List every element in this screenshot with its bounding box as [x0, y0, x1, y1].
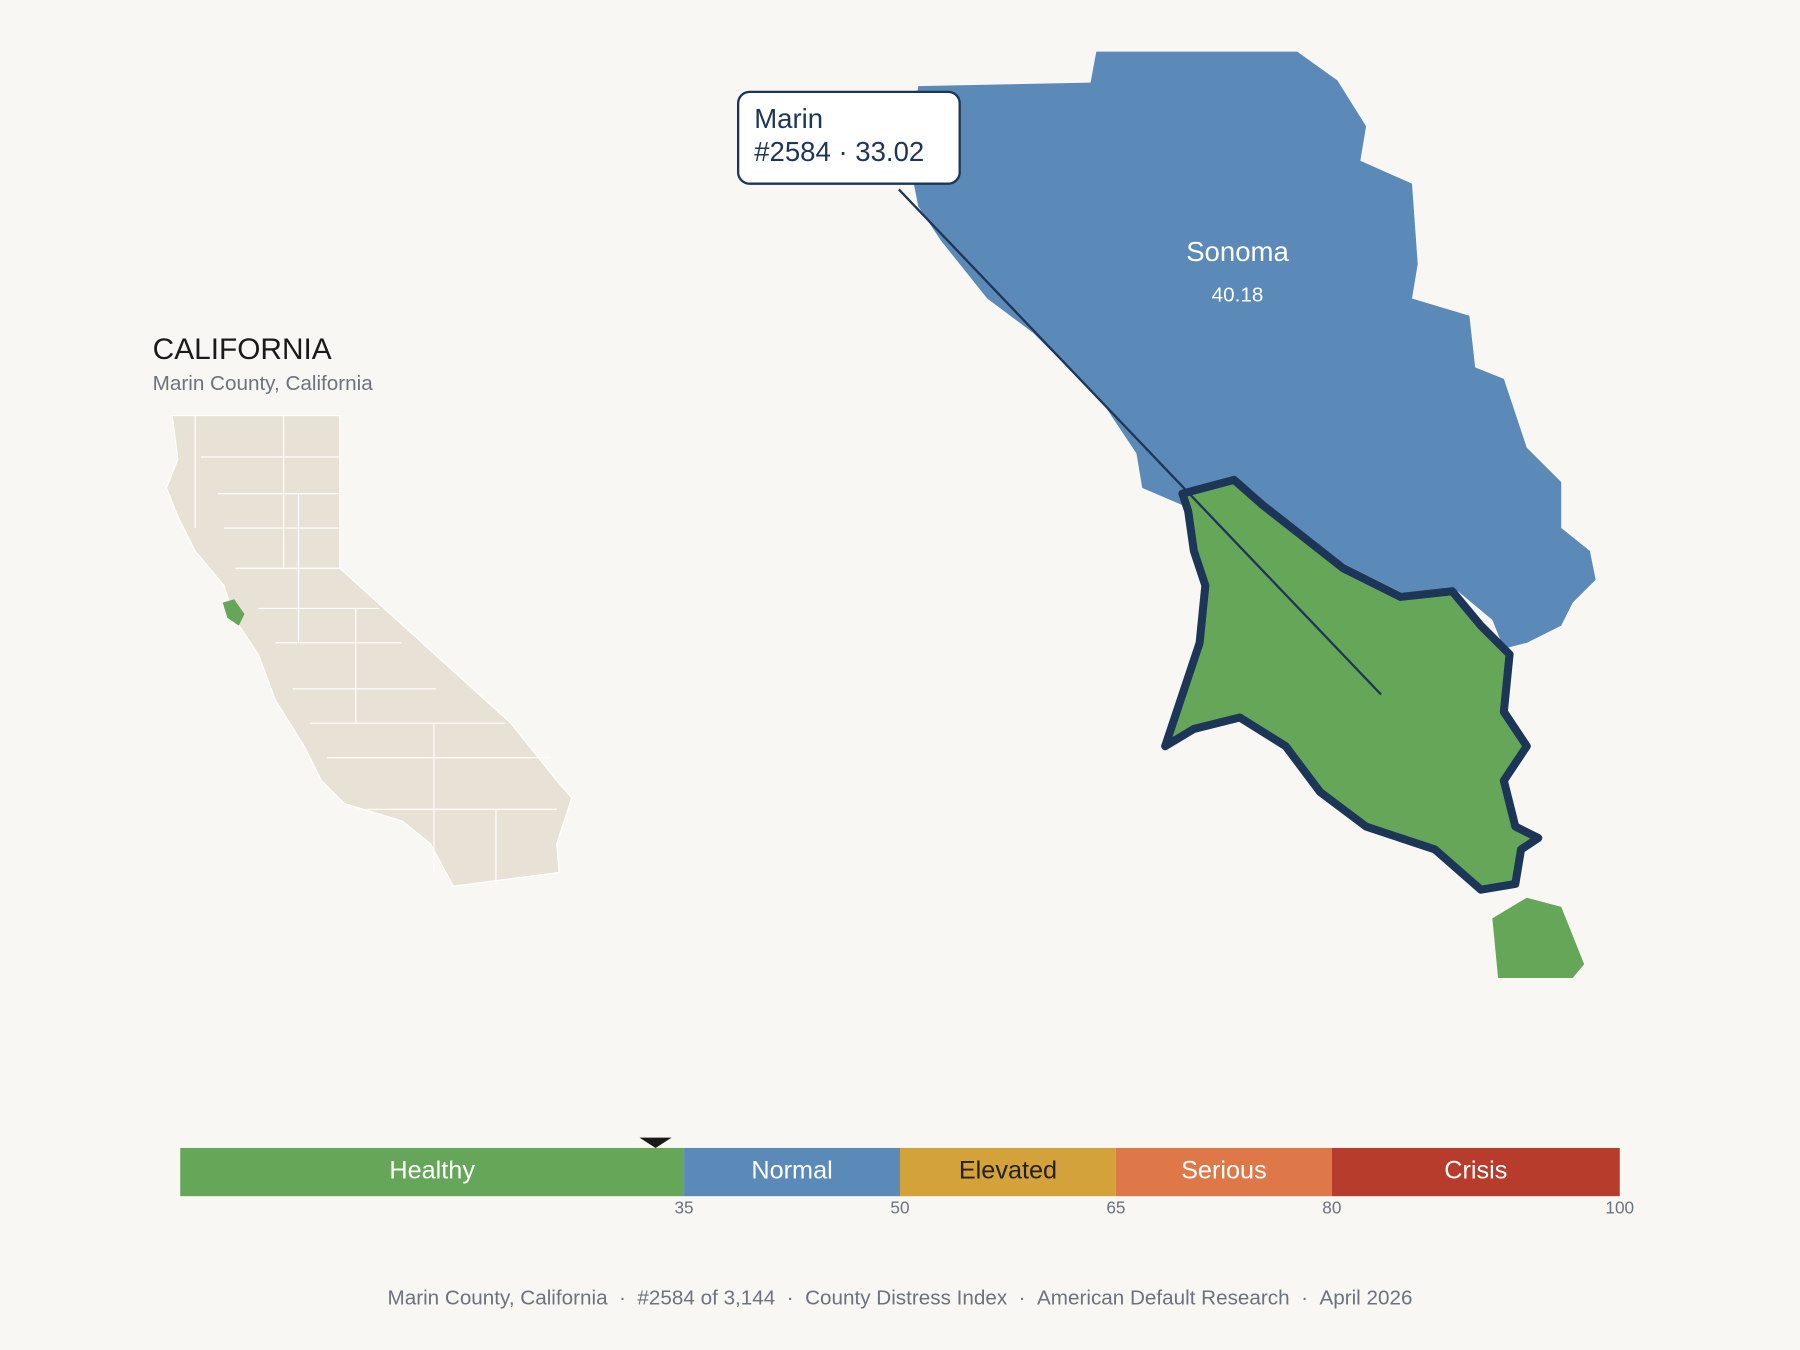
county-value: 40.18: [1212, 284, 1264, 307]
tooltip-box: [736, 90, 961, 185]
scale-band-label: Elevated: [959, 1157, 1057, 1185]
scale-tick-label: 100: [1605, 1197, 1634, 1217]
tooltip-detail: #2584 · 33.02: [754, 136, 924, 167]
distress-scale: Healthy Normal Elevated Serious Crisis 35 50 65…: [180, 1137, 1634, 1217]
footer: Marin County, California · #2584 of 3,144 ·…: [388, 1287, 1413, 1310]
scale-band: [1115, 1147, 1332, 1197]
state-subtitle: Marin County, California: [153, 372, 374, 395]
tooltip-name: Marin: [754, 103, 823, 134]
footer-item: American Default Research: [1037, 1287, 1290, 1310]
inset-highlight: [222, 599, 245, 626]
scale-band: [1331, 1147, 1620, 1197]
footer-item: County Distress Index: [805, 1287, 1008, 1310]
footer-separator: ·: [787, 1287, 794, 1310]
state-title: CALIFORNIA: [153, 333, 332, 366]
county-sonoma: [906, 51, 1596, 649]
scale-band: [684, 1147, 900, 1197]
county-neighbor: [1492, 897, 1585, 979]
scale-band-label: Healthy: [389, 1157, 475, 1185]
county-lines: [194, 415, 557, 884]
state-inset: [165, 414, 573, 887]
scale-tick-label: 35: [674, 1197, 693, 1217]
footer-separator: ·: [1019, 1287, 1026, 1310]
scale-tick-label: 50: [890, 1197, 909, 1217]
scale-band-label: Crisis: [1444, 1157, 1507, 1185]
scale-band: [180, 1147, 685, 1197]
scale-tick-label: 80: [1322, 1197, 1341, 1217]
scale-tick-label: 65: [1106, 1197, 1125, 1217]
county-marin: [1161, 475, 1543, 894]
scale-marker: [639, 1137, 672, 1148]
footer-item: #2584 of 3,144: [637, 1287, 775, 1310]
footer-item: April 2026: [1319, 1287, 1412, 1310]
scale-band-label: Serious: [1181, 1157, 1267, 1185]
scale-band: [900, 1147, 1116, 1197]
county-label: Sonoma: [1186, 236, 1289, 267]
footer-separator: ·: [619, 1287, 626, 1310]
footer-item: Marin County, California: [388, 1287, 609, 1310]
footer-separator: ·: [1301, 1287, 1308, 1310]
scale-band-label: Normal: [751, 1157, 832, 1185]
tooltip-leader: [898, 188, 1382, 696]
state-shape: [165, 414, 573, 887]
